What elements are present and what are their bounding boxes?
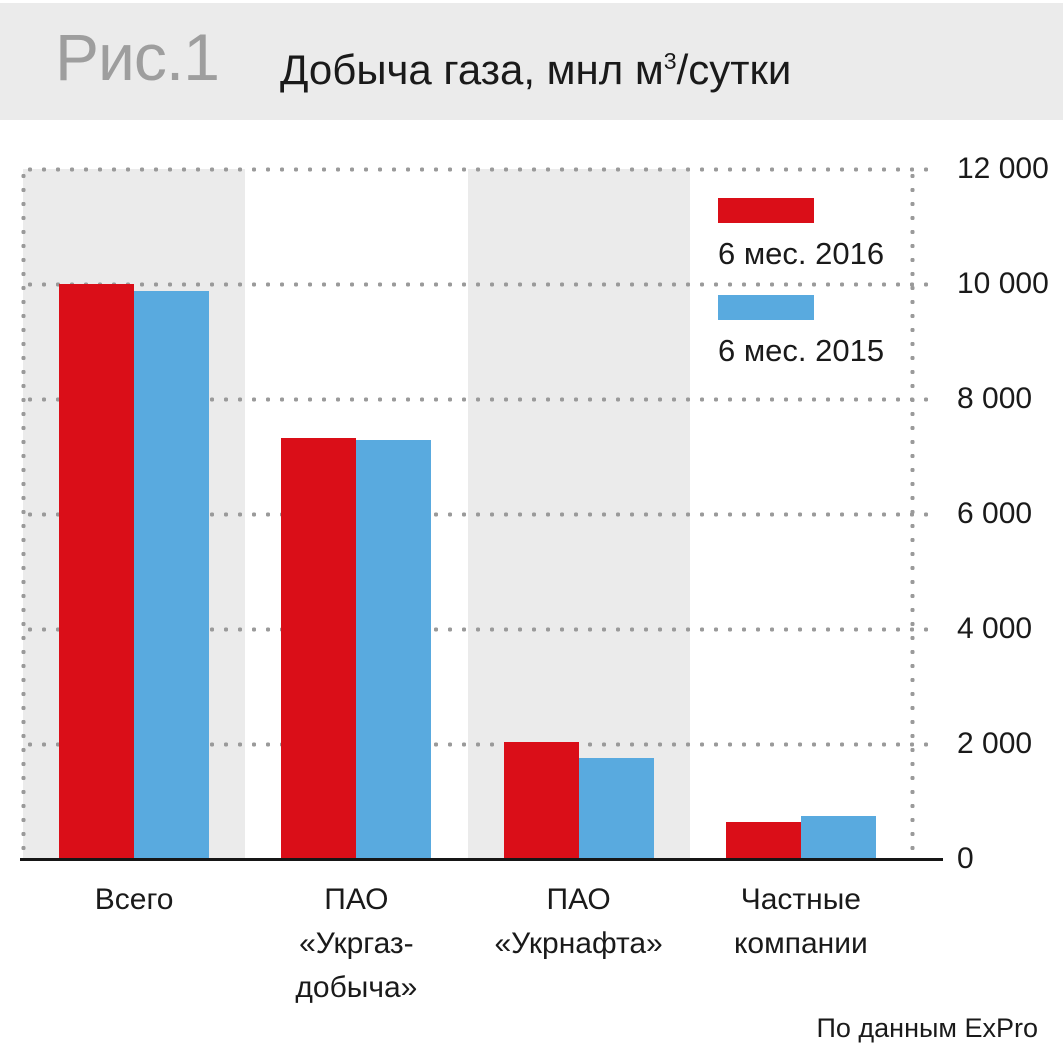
x-axis-category-label: Частные компании [733, 883, 868, 960]
gridline-horizontal [23, 512, 935, 517]
chart-legend: 6 мес. 2016 6 мес. 2015 [718, 198, 884, 370]
bar-series0-cat2 [503, 742, 579, 859]
gridline-horizontal [23, 627, 935, 632]
gridline-vertical-left [21, 169, 26, 859]
legend-swatch-2016 [718, 198, 814, 223]
y-axis-tick-label: 2 000 [957, 727, 1033, 760]
legend-item-2016: 6 мес. 2016 [718, 198, 884, 273]
gridline-horizontal [23, 167, 935, 172]
y-axis-tick-label: 10 000 [957, 267, 1049, 300]
bar-series1-cat2 [578, 757, 654, 859]
gridline-horizontal [23, 282, 935, 287]
bar-series0-cat3 [725, 822, 801, 859]
figure-title: Добыча газа, мнл м3/сутки [280, 49, 791, 91]
y-axis-tick-label: 8 000 [957, 382, 1033, 415]
x-axis-category-label: ПАО «Укрнафта» [494, 883, 663, 960]
gridline-vertical-right [910, 169, 915, 859]
x-axis-line [20, 858, 943, 861]
legend-swatch-2015 [718, 295, 814, 320]
legend-label-2016: 6 мес. 2016 [718, 236, 885, 271]
figure-header: Рис.1 Добыча газа, мнл м3/сутки [0, 3, 1063, 120]
x-axis-category-label: Всего [94, 883, 174, 916]
figure-title-main: Добыча газа, мнл м [280, 46, 664, 93]
bar-series0-cat0 [59, 284, 135, 859]
gridline-horizontal [23, 397, 935, 402]
gridline-horizontal [23, 742, 935, 747]
bar-series1-cat1 [356, 439, 432, 859]
bar-series0-cat1 [281, 438, 357, 859]
y-axis-tick-label: 6 000 [957, 497, 1033, 530]
y-axis-tick-label: 0 [957, 842, 974, 875]
source-note: По данным ExPro [816, 1013, 1038, 1043]
bar-series1-cat0 [134, 291, 210, 859]
x-axis-category-label: ПАО «Укргаз- добыча» [295, 883, 418, 1004]
y-axis-tick-label: 4 000 [957, 612, 1033, 645]
legend-label-2015: 6 мес. 2015 [718, 333, 885, 368]
figure-title-superscript: 3 [663, 48, 677, 74]
bar-series1-cat3 [800, 815, 876, 859]
y-axis-tick-label: 12 000 [957, 152, 1049, 185]
figure-title-unit: /сутки [676, 46, 792, 93]
figure-number: Рис.1 [55, 20, 220, 94]
legend-item-2015: 6 мес. 2015 [718, 295, 884, 370]
